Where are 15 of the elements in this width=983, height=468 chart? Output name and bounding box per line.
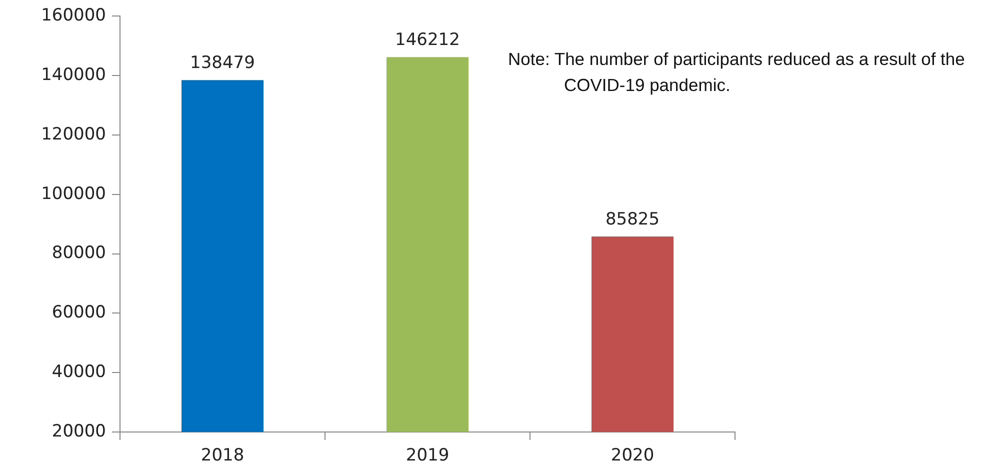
x-tick-label: 2018 bbox=[200, 446, 244, 466]
data-label: 85825 bbox=[605, 209, 660, 230]
y-tick-label: 60000 bbox=[52, 302, 106, 323]
y-tick-label: 80000 bbox=[52, 243, 106, 264]
annotation: Note: The number of participants reduced as a result of the COVID-19 pandemic. bbox=[508, 48, 966, 97]
y-tick-label: 140000 bbox=[41, 65, 106, 86]
data-label: 146212 bbox=[395, 30, 460, 50]
y-tick-label: 20000 bbox=[52, 421, 106, 442]
y-tick-label: 40000 bbox=[52, 362, 106, 382]
x-tick-label: 2020 bbox=[610, 446, 654, 466]
x-tick-label: 2019 bbox=[406, 446, 450, 466]
y-tick-label: 160000 bbox=[41, 6, 106, 26]
data-label: 138479 bbox=[190, 53, 255, 74]
y-tick-label: 120000 bbox=[41, 124, 106, 144]
y-tick-label: 100000 bbox=[41, 184, 106, 204]
